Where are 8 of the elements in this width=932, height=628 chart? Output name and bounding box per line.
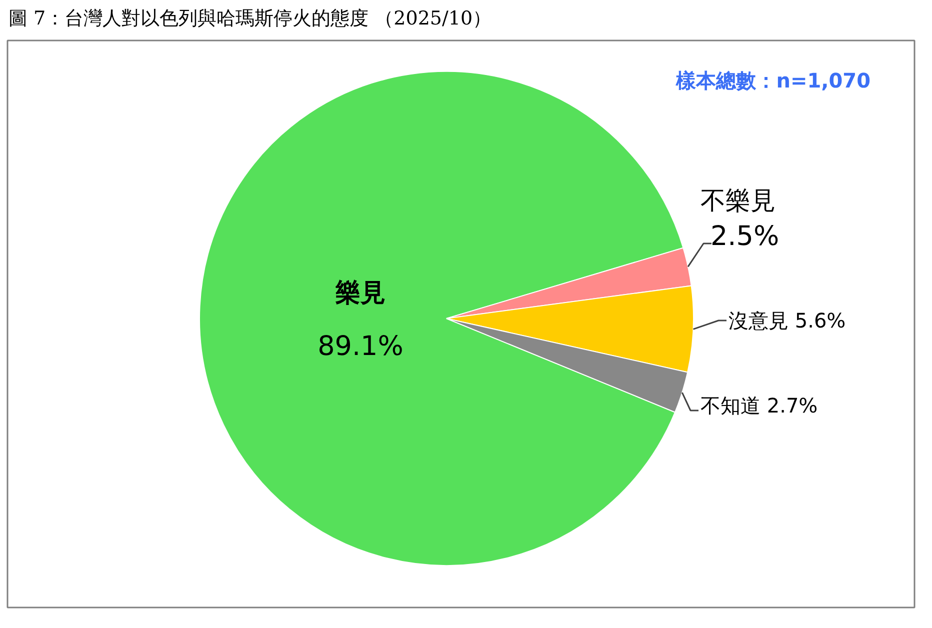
slice-label: 沒意見 5.6% bbox=[728, 308, 846, 332]
text: 樣本總數：n=1,070 bbox=[675, 68, 871, 92]
slice-label: 不樂見 bbox=[700, 186, 776, 215]
chart-title: 圖 7：台灣人對以色列與哈瑪斯停火的態度 （2025/10） bbox=[8, 8, 492, 30]
data-label: 89.1% bbox=[318, 331, 404, 362]
data-label: 2.5% bbox=[710, 221, 780, 252]
slice-label: 不知道 2.7% bbox=[700, 394, 818, 418]
slice-label: 樂見 bbox=[334, 278, 386, 307]
